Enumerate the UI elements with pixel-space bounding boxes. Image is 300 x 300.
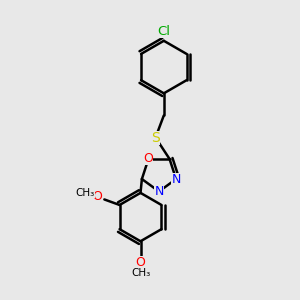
Text: CH₃: CH₃ xyxy=(75,188,94,198)
Text: N: N xyxy=(171,172,181,186)
Text: O: O xyxy=(92,190,102,203)
Text: S: S xyxy=(151,130,160,145)
Text: N: N xyxy=(154,185,164,198)
Text: O: O xyxy=(136,256,146,269)
Text: O: O xyxy=(143,152,153,166)
Text: Cl: Cl xyxy=(157,25,170,38)
Text: CH₃: CH₃ xyxy=(131,268,150,278)
